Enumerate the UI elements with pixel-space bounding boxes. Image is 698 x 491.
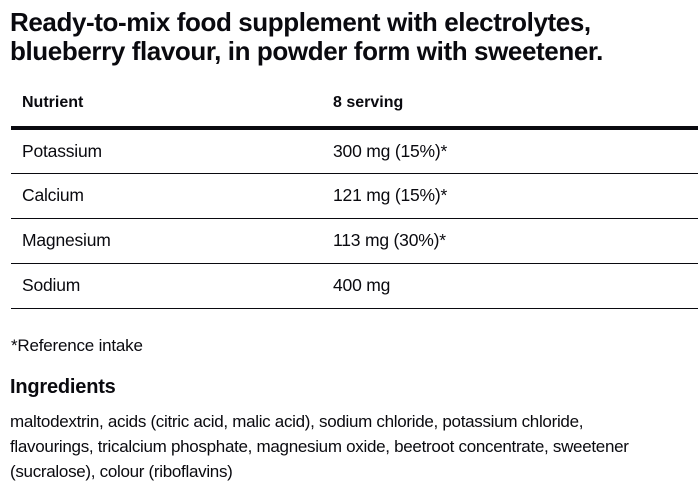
table-row-sodium: Sodium 400 mg: [11, 263, 698, 308]
table-row-potassium: Potassium 300 mg (15%)*: [11, 128, 698, 173]
ingredients-heading: Ingredients: [10, 375, 116, 398]
nutrient-name: Potassium: [22, 140, 102, 161]
title-line-1: Ready-to-mix food supplement with electr…: [10, 7, 591, 37]
reference-intake-footnote: *Reference intake: [11, 335, 143, 355]
ingredients-line-2: flavourings, tricalcium phosphate, magne…: [10, 436, 629, 456]
nutrition-table: Nutrient 8 serving Potassium 300 mg (15%…: [11, 88, 698, 309]
nutrition-table-header-row: Nutrient 8 serving: [11, 88, 698, 128]
nutrient-amount: 121 mg (15%)*: [333, 185, 448, 205]
nutrient-amount: 400 mg: [333, 275, 391, 295]
nutrient-name: Magnesium: [22, 230, 111, 250]
table-row-calcium: Calcium 121 mg (15%)*: [11, 173, 698, 218]
nutrient-name: Calcium: [22, 185, 84, 205]
column-header-nutrient: Nutrient: [22, 94, 84, 111]
nutrient-amount: 113 mg (30%)*: [333, 230, 446, 250]
product-description-title: Ready-to-mix food supplement with electr…: [10, 8, 698, 66]
ingredients-line-3: (sucralose), colour (riboflavins): [10, 461, 233, 481]
ingredients-text: maltodextrin, acids (citric acid, malic …: [10, 409, 698, 484]
title-line-2: blueberry flavour, in powder form with s…: [10, 36, 603, 66]
nutrient-amount: 300 mg (15%)*: [333, 140, 448, 161]
column-header-serving: 8 serving: [333, 94, 404, 111]
nutrient-name: Sodium: [22, 275, 81, 295]
table-row-magnesium: Magnesium 113 mg (30%)*: [11, 218, 698, 263]
supplement-label: Ready-to-mix food supplement with electr…: [0, 8, 698, 491]
ingredients-line-1: maltodextrin, acids (citric acid, malic …: [10, 411, 584, 431]
